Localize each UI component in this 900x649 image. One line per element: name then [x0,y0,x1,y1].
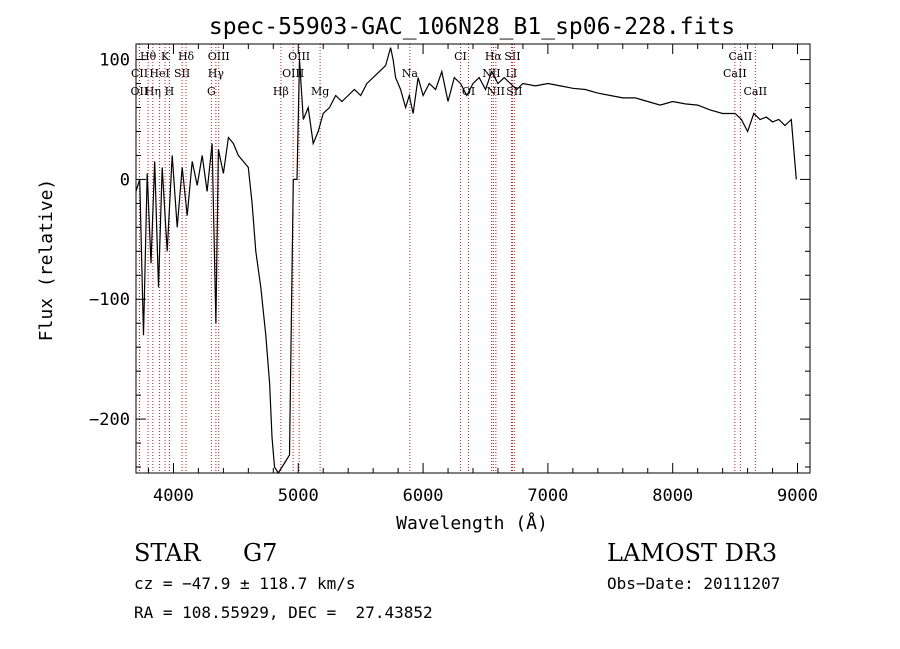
line-label-23: LI [506,67,518,80]
line-label-17: CI [454,50,467,63]
line-label-21: NII [487,85,505,98]
line-label-3: K [161,50,170,63]
subclass-label: G7 [243,539,278,567]
line-label-15: Mg [311,85,329,98]
line-label-7: Hδ [178,50,195,63]
line-label-12: Hβ [273,85,289,98]
line-label-6: H [165,85,175,98]
y-tick-label-3: 100 [99,51,130,71]
y-tick-label-2: 0 [120,170,130,190]
line-label-1: CII [131,67,148,80]
cz-readout: cz = −47.9 ± 118.7 km/s [134,574,356,593]
line-label-25: CaII [729,50,753,63]
x-axis-label: Wavelength (Å) [396,512,548,534]
line-label-11: G [207,85,216,98]
x-tick-label-2: 6000 [403,486,444,506]
x-tick-label-4: 8000 [652,486,693,506]
plot-frame [135,43,811,474]
line-label-27: CaII [743,85,767,98]
spectrum-line [135,47,797,475]
line-label-26: CaII [723,67,747,80]
line-label-0: Hθ [140,50,157,63]
line-label-4: HeI [149,67,169,80]
x-tick-label-5: 9000 [777,486,818,506]
chart-title: spec-55903-GAC_106N28_B1_sp06-228.fits [209,14,735,40]
line-label-8: SII [174,67,190,80]
line-label-22: SII [504,50,520,63]
x-tick-label-3: 7000 [527,486,568,506]
y-axis-label: Flux (relative) [36,179,57,342]
line-label-10: Hγ [208,67,225,80]
x-tick-label-0: 4000 [153,486,194,506]
class-label: STAR [134,539,201,567]
radec-readout: RA = 108.55929, DEC = 27.43852 [134,603,433,622]
y-tick-label-1: −100 [89,290,130,310]
line-label-19: Hα [485,50,503,63]
line-label-5: Hη [145,85,161,98]
survey-label: LAMOST DR3 [607,539,778,567]
line-label-2: OII [131,85,149,98]
line-label-16: Na [402,67,419,80]
obs-date-readout: Obs−Date: 20111207 [607,574,781,593]
x-tick-label-1: 5000 [278,486,319,506]
line-label-9: OIII [208,50,230,63]
y-tick-label-0: −200 [89,410,130,430]
